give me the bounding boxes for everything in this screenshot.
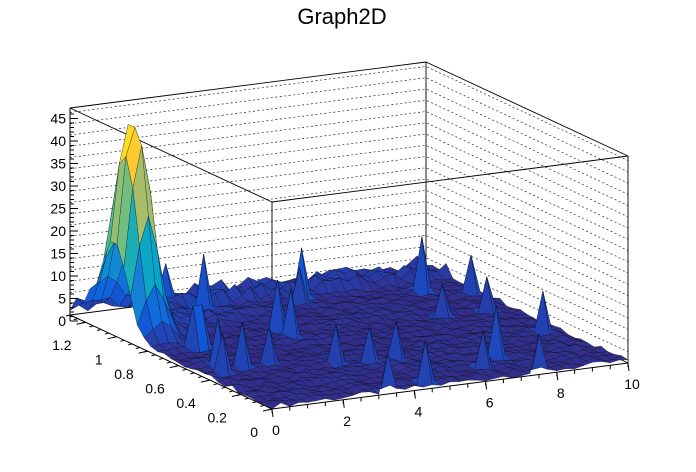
y-minor-tick bbox=[128, 343, 133, 346]
z-tick-label: 25 bbox=[50, 201, 66, 217]
y-minor-tick bbox=[221, 386, 226, 389]
chart-title: Graph2D bbox=[297, 4, 386, 29]
y-minor-tick bbox=[252, 401, 257, 404]
grid-line-z bbox=[69, 88, 629, 184]
y-minor-tick bbox=[112, 336, 117, 339]
frame-edge bbox=[425, 61, 629, 157]
y-minor-tick bbox=[267, 408, 273, 411]
y-tick-label: 1 bbox=[95, 352, 103, 368]
x-tick-label: 8 bbox=[557, 385, 565, 401]
y-tick-label: 1.2 bbox=[52, 337, 72, 353]
frame-edge bbox=[69, 107, 273, 203]
y-minor-tick bbox=[190, 372, 195, 375]
z-tick-label: 10 bbox=[50, 268, 66, 284]
x-tick-label: 2 bbox=[343, 413, 351, 429]
y-minor-tick bbox=[89, 325, 94, 328]
axis-layer bbox=[65, 108, 630, 418]
y-minor-tick bbox=[73, 318, 78, 321]
y-tick-label: 0.6 bbox=[145, 381, 165, 397]
z-tick-label: 0 bbox=[58, 313, 66, 329]
surface-cell bbox=[264, 400, 282, 410]
surface-layer bbox=[69, 124, 629, 410]
x-tick-label: 10 bbox=[624, 376, 640, 392]
y-tick-label: 0 bbox=[250, 424, 258, 440]
grid-line-z bbox=[69, 66, 629, 161]
grid-line-minor bbox=[69, 77, 629, 173]
label-layer: 0 2 4 6 8 10 0 0.2 0.4 0.6 0.8 1 1.2 0 5 10 15 20 25 30 35 40… bbox=[50, 111, 640, 441]
frame-edge bbox=[69, 61, 427, 109]
y-minor-tick bbox=[104, 332, 109, 335]
y-tick-label: 0.8 bbox=[114, 366, 134, 382]
x-tick-label: 4 bbox=[415, 404, 423, 420]
y-minor-tick bbox=[151, 354, 156, 357]
y-minor-tick bbox=[244, 397, 249, 400]
y-minor-tick bbox=[213, 383, 218, 386]
z-tick-label: 35 bbox=[50, 156, 66, 172]
grid-line-z bbox=[69, 133, 629, 229]
z-tick-label: 5 bbox=[58, 291, 66, 307]
y-minor-tick bbox=[135, 347, 141, 350]
z-tick-label: 45 bbox=[50, 111, 66, 127]
grid-line-z bbox=[69, 111, 629, 206]
frame-edge bbox=[271, 155, 629, 203]
y-tick-label: 0.4 bbox=[176, 395, 196, 411]
y-minor-tick bbox=[81, 321, 86, 324]
y-minor-tick bbox=[182, 368, 187, 371]
x-tick-label: 0 bbox=[272, 422, 280, 438]
z-tick-label: 30 bbox=[50, 178, 66, 194]
y-minor-tick bbox=[166, 361, 172, 364]
y-tick-label: 0.2 bbox=[207, 410, 227, 426]
z-tick-label: 15 bbox=[50, 246, 66, 262]
y-minor-tick bbox=[174, 365, 179, 368]
y-minor-tick bbox=[229, 390, 234, 393]
z-tick-label: 20 bbox=[50, 223, 66, 239]
y-minor-tick bbox=[260, 404, 265, 407]
y-minor-tick bbox=[197, 375, 203, 378]
y-minor-tick bbox=[65, 314, 71, 317]
y-minor-tick bbox=[205, 379, 210, 382]
y-minor-tick bbox=[159, 357, 164, 360]
grid-line-minor bbox=[69, 122, 629, 218]
y-minor-tick bbox=[96, 328, 102, 331]
x-tick-label: 6 bbox=[486, 394, 494, 410]
z-tick-label: 40 bbox=[50, 133, 66, 149]
y-minor-tick bbox=[120, 339, 125, 342]
y-minor-tick bbox=[143, 350, 148, 353]
y-minor-tick bbox=[236, 394, 242, 397]
